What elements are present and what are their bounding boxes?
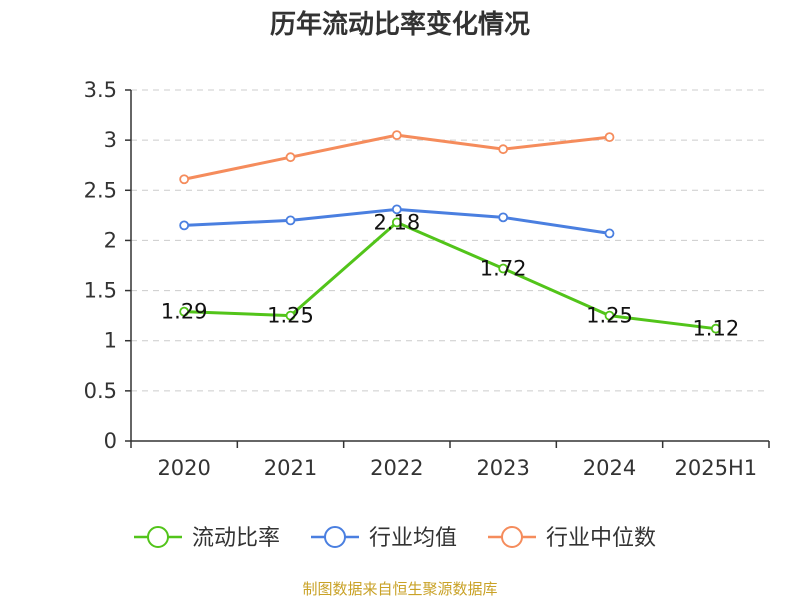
data-point	[179, 220, 190, 231]
series-lines	[179, 130, 721, 334]
y-tick-label: 2	[104, 228, 117, 252]
legend-marker	[147, 526, 169, 548]
data-point	[179, 306, 190, 317]
y-axis-ticks: 0 0.5 1 1.5 2 2.5 3 3.5	[84, 78, 117, 453]
legend-label: 行业均值	[369, 526, 457, 551]
legend-item-0[interactable]: 流动比率	[134, 526, 280, 551]
data-point	[391, 130, 402, 141]
data-label: 1.12	[692, 317, 739, 341]
x-tick-label: 2022	[370, 456, 423, 480]
source-note: 制图数据来自恒生聚源数据库	[302, 580, 497, 598]
y-tick-label: 1.5	[84, 279, 117, 303]
series-1	[179, 204, 615, 239]
data-point	[498, 263, 509, 274]
data-point	[285, 152, 296, 163]
legend-marker	[324, 526, 346, 548]
chart-title: 历年流动比率变化情况	[270, 9, 530, 40]
legend-label: 流动比率	[192, 526, 280, 551]
data-label: 2.18	[373, 210, 420, 234]
data-point	[604, 228, 615, 239]
y-tick-label: 3	[104, 128, 117, 152]
series-0	[179, 217, 721, 334]
y-tick-label: 2.5	[84, 178, 117, 202]
axes	[125, 89, 770, 448]
x-tick-label: 2021	[264, 456, 317, 480]
x-tick-label: 2020	[157, 456, 210, 480]
data-label: 1.25	[586, 304, 633, 328]
data-point	[498, 144, 509, 155]
legend-item-1[interactable]: 行业均值	[311, 526, 457, 551]
series-line	[182, 220, 718, 331]
data-labels: 1.29 1.25 2.18 1.72 1.25 1.12	[161, 210, 739, 340]
data-point	[391, 217, 402, 228]
data-point	[285, 215, 296, 226]
data-point	[391, 204, 402, 215]
data-label: 1.25	[267, 304, 314, 328]
x-axis-ticks: 2020 2021 2022 2023 2024 2025H1	[157, 456, 757, 480]
data-point	[285, 310, 296, 321]
legend-marker	[501, 526, 523, 548]
legend[interactable]: 流动比率 行业均值 行业中位数	[134, 526, 656, 551]
data-point	[604, 132, 615, 143]
grid-lines	[131, 89, 769, 392]
data-label: 1.29	[161, 300, 208, 324]
y-tick-label: 0.5	[84, 379, 117, 403]
data-point	[604, 310, 615, 321]
legend-item-2[interactable]: 行业中位数	[488, 526, 656, 551]
data-point	[498, 212, 509, 223]
y-tick-label: 1	[104, 329, 117, 353]
data-point	[710, 323, 721, 334]
x-tick-label: 2023	[476, 456, 529, 480]
legend-label: 行业中位数	[546, 526, 656, 551]
series-2	[179, 130, 615, 185]
series-line	[182, 133, 611, 181]
y-tick-label: 3.5	[84, 78, 117, 102]
data-label: 1.72	[480, 257, 527, 281]
x-tick-label: 2025H1	[675, 456, 758, 480]
data-point	[179, 174, 190, 185]
x-tick-label: 2024	[583, 456, 636, 480]
y-tick-label: 0	[104, 429, 117, 453]
